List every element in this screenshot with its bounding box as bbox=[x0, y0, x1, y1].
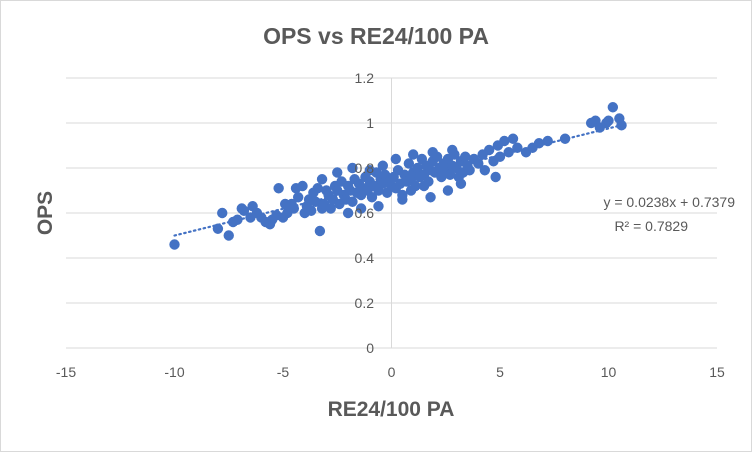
x-tick-label: 0 bbox=[388, 364, 396, 380]
data-point bbox=[314, 225, 326, 237]
x-tick-label: -10 bbox=[164, 364, 184, 380]
data-point bbox=[292, 192, 304, 203]
x-axis-title: RE24/100 PA bbox=[328, 398, 455, 421]
data-point bbox=[373, 201, 384, 212]
trendline-equation: y = 0.0238x + 0.7379 bbox=[603, 194, 735, 210]
y-tick-label: 0.6 bbox=[355, 205, 375, 221]
data-point bbox=[355, 203, 367, 214]
y-tick-label: 0.8 bbox=[355, 160, 375, 176]
data-point bbox=[312, 183, 323, 194]
x-tick-label: -5 bbox=[277, 364, 290, 380]
data-point bbox=[607, 102, 619, 113]
data-point bbox=[306, 205, 317, 216]
data-point bbox=[460, 151, 471, 162]
data-point bbox=[503, 147, 514, 158]
data-point bbox=[542, 135, 553, 147]
data-point bbox=[408, 149, 419, 160]
data-point bbox=[390, 153, 402, 165]
data-point bbox=[297, 180, 308, 192]
chart-title: OPS vs RE24/100 PA bbox=[263, 23, 489, 49]
data-point bbox=[232, 214, 243, 225]
data-point bbox=[425, 192, 436, 203]
data-point bbox=[332, 167, 343, 178]
data-point bbox=[427, 147, 438, 158]
x-tick-label: 5 bbox=[496, 364, 504, 380]
y-tick-label: 0 bbox=[366, 340, 374, 356]
y-tick-label: 1 bbox=[366, 115, 374, 131]
data-points bbox=[169, 102, 627, 250]
data-point bbox=[418, 180, 430, 192]
data-point bbox=[212, 223, 224, 234]
data-point bbox=[473, 158, 484, 169]
data-point bbox=[483, 144, 495, 156]
data-point bbox=[273, 183, 284, 194]
data-point bbox=[405, 185, 417, 196]
x-axis-ticks: -15 -10 -5 0 5 10 15 bbox=[56, 364, 725, 380]
data-point bbox=[364, 165, 375, 176]
data-point bbox=[288, 203, 300, 214]
data-point bbox=[442, 185, 454, 196]
y-axis-ticks: 0 0.2 0.4 0.6 0.8 1 1.2 bbox=[355, 70, 375, 356]
data-point bbox=[347, 162, 358, 174]
data-point bbox=[325, 203, 336, 214]
data-point bbox=[444, 169, 456, 180]
x-tick-label: 15 bbox=[709, 364, 725, 380]
data-point bbox=[559, 133, 571, 144]
y-tick-label: 0.4 bbox=[355, 250, 375, 266]
trendline-r-squared: R² = 0.7829 bbox=[614, 218, 688, 234]
y-tick-label: 1.2 bbox=[355, 70, 375, 86]
data-point bbox=[533, 138, 545, 149]
data-point bbox=[342, 207, 354, 219]
data-point bbox=[447, 144, 458, 156]
data-point bbox=[310, 196, 321, 207]
data-point bbox=[479, 165, 491, 176]
data-point bbox=[347, 196, 358, 207]
data-point bbox=[366, 192, 378, 203]
data-point bbox=[377, 160, 389, 171]
data-point bbox=[403, 158, 415, 169]
x-tick-label: -15 bbox=[56, 364, 76, 380]
data-point bbox=[464, 165, 475, 176]
data-point bbox=[494, 151, 506, 162]
data-point bbox=[490, 171, 501, 183]
data-point bbox=[603, 115, 614, 126]
data-point bbox=[512, 142, 523, 153]
data-point bbox=[223, 230, 234, 241]
data-point bbox=[499, 135, 510, 147]
data-point bbox=[397, 194, 408, 205]
data-point bbox=[616, 120, 627, 131]
data-point bbox=[169, 239, 180, 250]
y-axis-title: OPS bbox=[34, 191, 57, 235]
x-tick-label: 10 bbox=[601, 364, 617, 380]
data-point bbox=[217, 207, 228, 219]
data-point bbox=[279, 198, 291, 210]
data-point bbox=[455, 178, 467, 189]
data-point bbox=[238, 205, 250, 216]
data-point bbox=[412, 162, 423, 174]
data-point bbox=[507, 133, 519, 144]
y-tick-label: 0.2 bbox=[355, 295, 375, 311]
data-point bbox=[316, 174, 328, 185]
